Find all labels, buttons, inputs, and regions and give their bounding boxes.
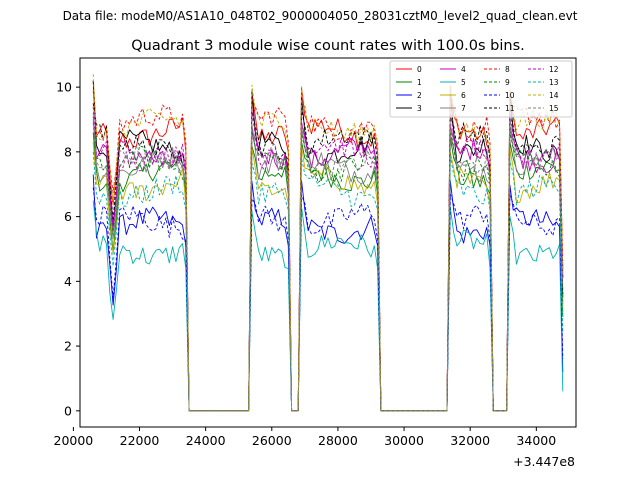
- legend-label-12: 12: [549, 65, 559, 74]
- legend-label-6: 6: [461, 91, 466, 100]
- series-line-4: [92, 116, 564, 412]
- legend-box: [389, 60, 573, 118]
- series-line-15: [92, 112, 564, 412]
- x-tick-label: 28000: [318, 433, 358, 448]
- x-tick-label: 24000: [186, 433, 226, 448]
- legend-label-11: 11: [505, 104, 515, 113]
- legend-label-14: 14: [549, 91, 559, 100]
- legend-label-9: 9: [505, 78, 510, 87]
- legend-label-7: 7: [461, 104, 466, 113]
- series-line-14: [92, 74, 564, 412]
- legend-label-1: 1: [417, 78, 422, 87]
- series-line-2: [92, 174, 564, 412]
- legend-label-15: 15: [549, 104, 559, 113]
- legend-label-8: 8: [505, 65, 510, 74]
- series-line-6: [92, 142, 564, 412]
- series-line-5: [92, 200, 564, 412]
- legend-label-10: 10: [505, 91, 515, 100]
- x-tick-label: 32000: [450, 433, 490, 448]
- series-layer: [92, 74, 564, 412]
- y-tick-label: 0: [64, 403, 72, 418]
- y-tick-label: 8: [64, 144, 72, 159]
- y-tick-label: 4: [64, 274, 72, 289]
- series-line-11: [92, 103, 564, 412]
- series-line-9: [92, 122, 564, 412]
- series-line-8: [92, 90, 564, 412]
- chart-title: Quadrant 3 module wise count rates with …: [131, 38, 525, 54]
- x-offset-label: +3.447e8: [513, 454, 575, 469]
- y-tick-label: 6: [64, 209, 72, 224]
- plot-frame: [79, 57, 577, 428]
- series-line-12: [92, 106, 564, 412]
- y-tick-label: 2: [64, 339, 72, 354]
- legend-label-4: 4: [461, 65, 466, 74]
- x-tick-label: 20000: [54, 433, 94, 448]
- series-line-13: [92, 151, 564, 412]
- legend-label-2: 2: [417, 91, 422, 100]
- legend-label-13: 13: [549, 78, 559, 87]
- legend-label-5: 5: [461, 78, 466, 87]
- x-tick-label: 26000: [252, 433, 292, 448]
- x-tick-label: 30000: [384, 433, 424, 448]
- chart-suptitle: Data file: modeM0/AS1A10_048T02_90000040…: [63, 9, 578, 23]
- legend-label-0: 0: [417, 65, 422, 74]
- x-tick-label: 22000: [120, 433, 160, 448]
- x-tick-label: 34000: [516, 433, 556, 448]
- series-line-10: [92, 187, 564, 412]
- axes-layer: 20000 22000 24000 26000 28000 30000 32000 34000…: [54, 80, 557, 448]
- y-tick-label: 10: [56, 80, 72, 95]
- legend-label-3: 3: [417, 104, 422, 113]
- series-line-3: [92, 80, 564, 412]
